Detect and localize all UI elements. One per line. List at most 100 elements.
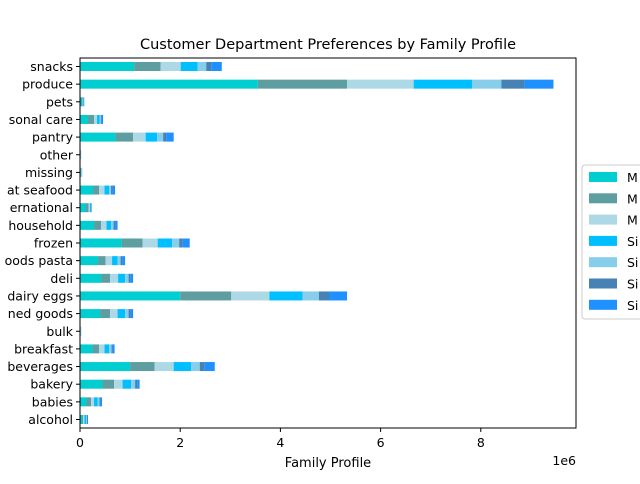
bar-produce-series-7 [524, 80, 553, 89]
x-tick-label: 6 [377, 435, 385, 450]
bar-babies-series-4 [94, 397, 98, 406]
bar-personal-care-series-1 [80, 115, 88, 124]
bar-produce-series-3 [347, 80, 414, 89]
bar-meat-seafood-series-7 [113, 186, 116, 195]
bar-pantry-series-5 [157, 133, 163, 142]
bar-household-series-4 [107, 221, 112, 230]
bar-bakery-series-3 [114, 380, 123, 389]
bar-dry-goods-pasta-series-2 [98, 256, 106, 265]
bar-frozen-series-6 [179, 239, 183, 248]
bar-deli-series-7 [130, 274, 133, 283]
legend-label: M [627, 191, 638, 206]
bar-personal-care-series-2 [88, 115, 94, 124]
bar-breakfast-series-7 [113, 344, 115, 353]
bar-international-series-2 [86, 203, 89, 212]
bar-deli-series-4 [118, 274, 125, 283]
bar-meat-seafood-series-2 [93, 186, 99, 195]
y-tick-label: at seafood [7, 183, 73, 198]
y-tick-label: bulk [46, 324, 73, 339]
bar-snacks-series-3 [161, 62, 181, 71]
bar-dry-goods-pasta-series-5 [118, 256, 121, 265]
bar-household-series-6 [114, 221, 116, 230]
y-tick-label: beverages [7, 359, 73, 374]
legend-swatch [589, 279, 617, 289]
bar-breakfast-series-4 [105, 344, 110, 353]
bar-produce-series-2 [258, 80, 347, 89]
bar-produce-series-5 [472, 80, 501, 89]
bar-canned-goods-series-4 [118, 309, 126, 318]
legend-swatch [589, 172, 617, 182]
bar-produce-series-4 [414, 80, 473, 89]
x-axis-label: Family Profile [285, 456, 371, 471]
bar-dairy-eggs-series-1 [80, 291, 180, 300]
bar-snacks-series-5 [198, 62, 207, 71]
y-tick-label: ernational [10, 200, 73, 215]
bar-breakfast-series-1 [80, 344, 93, 353]
x-axis-offset-label: 1e6 [552, 453, 576, 468]
y-tick-label: ned goods [8, 306, 73, 321]
bar-bakery-series-7 [137, 380, 140, 389]
bar-babies-series-7 [101, 397, 103, 406]
bar-produce-series-1 [80, 80, 258, 89]
bar-dairy-eggs-series-4 [269, 291, 302, 300]
bar-frozen-series-3 [143, 239, 158, 248]
bar-pets-series-2 [82, 97, 83, 106]
bar-pantry-series-2 [116, 133, 134, 142]
bar-deli-series-3 [110, 274, 118, 283]
bar-breakfast-series-2 [93, 344, 100, 353]
bar-bakery-series-5 [131, 380, 135, 389]
bar-deli-series-5 [125, 274, 129, 283]
bar-international-series-3 [89, 203, 91, 212]
x-tick-label: 8 [477, 435, 485, 450]
bar-international-series-1 [80, 203, 86, 212]
bar-snacks-series-1 [80, 62, 134, 71]
bar-household-series-7 [115, 221, 118, 230]
bar-bakery-series-6 [135, 380, 137, 389]
bar-household-series-3 [101, 221, 107, 230]
bar-alcohol-series-3 [83, 415, 85, 424]
bar-alcohol-series-2 [82, 415, 83, 424]
x-tick-label: 4 [276, 435, 284, 450]
bar-breakfast-series-3 [99, 344, 105, 353]
bar-frozen-series-1 [80, 239, 122, 248]
y-tick-label: sonal care [9, 112, 74, 127]
legend-label: Si [627, 234, 638, 249]
bar-household-series-5 [111, 221, 114, 230]
bar-pantry-series-4 [146, 133, 158, 142]
bar-dry-goods-pasta-series-4 [112, 256, 118, 265]
bar-meat-seafood-series-3 [99, 186, 105, 195]
bar-dry-goods-pasta-series-1 [80, 256, 98, 265]
bar-beverages-series-2 [130, 362, 155, 371]
legend-swatch [589, 193, 617, 203]
legend-label: M [627, 213, 638, 228]
legend-swatch [589, 236, 617, 246]
bar-frozen-series-7 [183, 239, 190, 248]
bar-international-series-4 [90, 203, 91, 212]
bar-household-series-1 [80, 221, 94, 230]
legend-label: M [627, 170, 638, 185]
bar-dry-goods-pasta-series-3 [106, 256, 113, 265]
y-tick-label: household [8, 218, 73, 233]
bar-babies-series-6 [100, 397, 101, 406]
bar-household-series-2 [94, 221, 101, 230]
y-tick-label: breakfast [14, 341, 73, 356]
bar-snacks-series-4 [181, 62, 198, 71]
y-tick-label: dairy eggs [7, 288, 73, 303]
bar-canned-goods-series-5 [125, 309, 129, 318]
x-tick-label: 0 [76, 435, 84, 450]
x-tick-label: 2 [176, 435, 184, 450]
bar-personal-care-series-7 [102, 115, 104, 124]
bar-beverages-series-4 [174, 362, 192, 371]
bar-beverages-series-1 [80, 362, 130, 371]
bar-meat-seafood-series-4 [105, 186, 110, 195]
y-tick-label: babies [32, 394, 73, 409]
bar-meat-seafood-series-1 [80, 186, 93, 195]
bar-snacks-series-7 [211, 62, 222, 71]
bar-produce-series-6 [501, 80, 524, 89]
bar-pantry-series-6 [163, 133, 166, 142]
bar-deli-series-1 [80, 274, 101, 283]
bar-pantry-series-1 [80, 133, 116, 142]
bar-beverages-series-5 [191, 362, 200, 371]
bar-pets-series-3 [83, 97, 84, 106]
